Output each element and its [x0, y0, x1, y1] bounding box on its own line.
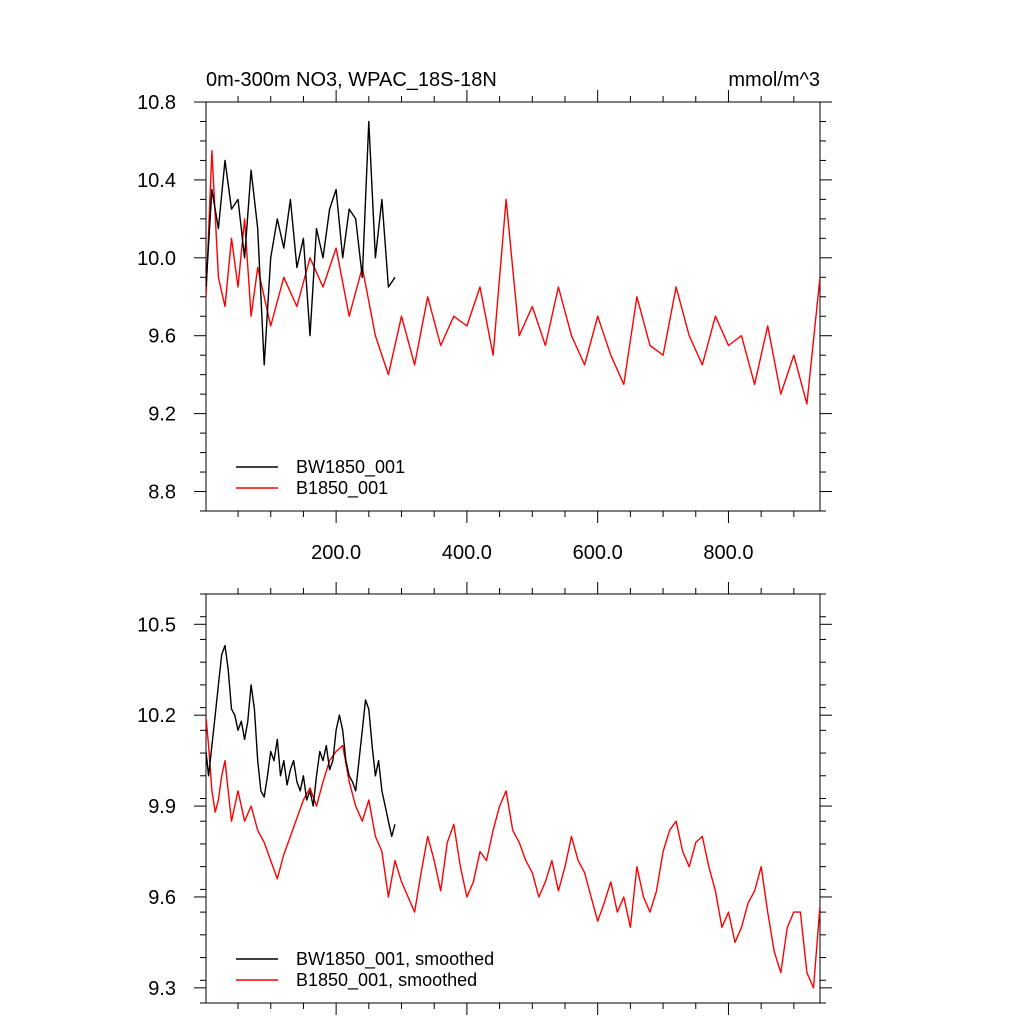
y-tick-label: 9.6 — [148, 326, 176, 348]
series-line-second — [206, 718, 820, 989]
y-tick-label: 9.2 — [148, 404, 176, 426]
legend-label: BW1850_001 — [296, 457, 405, 478]
x-tick-label: 800.0 — [703, 542, 753, 564]
plot-frame — [205, 101, 821, 512]
top-panel: 200.0 400.0 600.0 800.0 8.8 9.2 9.6 10.0 10.4 10.… — [137, 90, 832, 564]
series-line-first — [206, 644, 396, 838]
y-tick-label: 10.5 — [137, 614, 176, 636]
top-title: 0m-300m NO3, WPAC_18S-18N — [206, 69, 497, 91]
legend-label: BW1850_001, smoothed — [296, 949, 494, 970]
bottom-panel: 9.3 9.6 9.9 10.2 10.5 BW1850_001, smoothedB18… — [137, 582, 832, 1015]
y-tick-label: 9.6 — [148, 887, 176, 909]
legend-label: B1850_001 — [296, 478, 388, 499]
top-units: mmol/m^3 — [728, 69, 820, 91]
x-tick-label: 200.0 — [311, 542, 361, 564]
x-tick-label: 600.0 — [573, 542, 623, 564]
plot-frame — [205, 593, 821, 1004]
y-tick-label: 10.4 — [137, 170, 176, 192]
y-tick-label: 10.2 — [137, 705, 176, 727]
y-tick-label: 10.8 — [137, 92, 176, 114]
legend-label: B1850_001, smoothed — [296, 970, 477, 991]
x-tick-label: 400.0 — [442, 542, 492, 564]
series-line-first — [206, 120, 396, 366]
y-tick-label: 9.3 — [148, 978, 176, 1000]
y-tick-label: 8.8 — [148, 482, 176, 504]
y-tick-label: 10.0 — [137, 248, 176, 270]
y-tick-label: 9.9 — [148, 796, 176, 818]
series-line-second — [206, 150, 820, 405]
